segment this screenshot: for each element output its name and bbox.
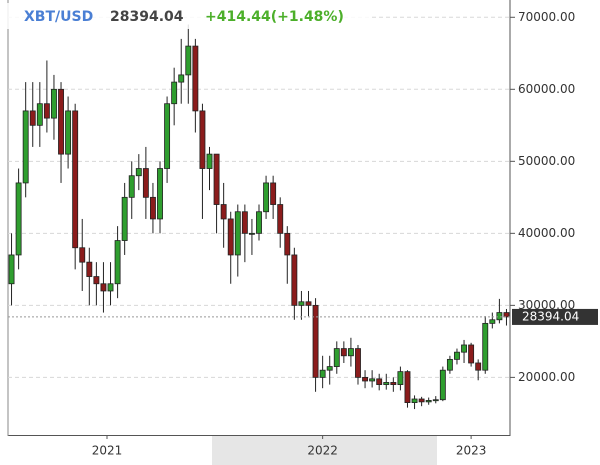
y-tick-label: 50000.00 xyxy=(518,154,575,168)
candle-body xyxy=(340,348,347,357)
candle-body xyxy=(58,88,64,155)
candle-body xyxy=(100,283,107,292)
y-tick-label: 70000.00 xyxy=(518,10,575,24)
candle-body xyxy=(234,211,241,256)
candle-body xyxy=(135,168,142,177)
candle-body xyxy=(171,81,178,105)
candle-body xyxy=(213,153,220,205)
x-tick-label: 2022 xyxy=(307,444,338,458)
candle-body xyxy=(376,378,383,385)
y-tick-label: 20000.00 xyxy=(518,370,575,384)
candle-body xyxy=(36,103,43,126)
candle-body xyxy=(439,369,446,401)
candle-body xyxy=(390,382,397,385)
candle-body xyxy=(93,276,100,285)
axis-band xyxy=(212,436,437,465)
y-tick-label: 30000.00 xyxy=(518,298,575,312)
candle-body xyxy=(22,110,29,184)
candle-body xyxy=(284,232,291,256)
candle-body xyxy=(51,88,57,119)
last-price-label: 28394.04 xyxy=(522,309,579,323)
x-tick-label: 2023 xyxy=(456,444,487,458)
candle-body xyxy=(178,74,185,83)
candle-body xyxy=(15,182,22,256)
candle-body xyxy=(411,398,418,403)
candle-body xyxy=(482,322,489,371)
candle-body xyxy=(369,378,376,382)
candle-body xyxy=(496,312,503,321)
candle-body xyxy=(241,211,248,234)
plot-area xyxy=(0,0,510,435)
y-tick-label: 40000.00 xyxy=(518,226,575,240)
candle-body xyxy=(142,168,149,198)
last-price: 28394.04 xyxy=(110,9,184,25)
candle-body xyxy=(164,103,171,169)
candle-body xyxy=(277,204,284,234)
candle-body xyxy=(72,110,79,249)
candle-body xyxy=(461,344,467,353)
candle-body xyxy=(185,45,192,76)
candle-body xyxy=(121,196,128,241)
candle-body xyxy=(291,254,298,306)
candle-body xyxy=(418,398,425,403)
price-change: +414.44(+1.48%) xyxy=(205,9,344,25)
candle-body xyxy=(114,240,121,285)
y-tick-label: 60000.00 xyxy=(518,82,575,96)
candle-body xyxy=(227,218,234,256)
candle-body xyxy=(432,399,439,402)
candle-body xyxy=(298,301,305,306)
candle-body xyxy=(79,247,86,263)
candle-body xyxy=(220,204,227,220)
candle-body xyxy=(383,382,390,385)
marks xyxy=(8,16,510,410)
candle-body xyxy=(503,312,510,318)
candle-body xyxy=(355,348,361,378)
candle-body xyxy=(326,366,333,371)
candle-body xyxy=(149,196,156,220)
candle-body xyxy=(404,371,411,403)
candle-body xyxy=(397,371,404,385)
candle-body xyxy=(248,232,255,235)
last-price-box xyxy=(512,308,598,325)
candle-body xyxy=(107,283,114,292)
candle-body xyxy=(475,362,482,371)
candle-body xyxy=(65,110,72,155)
candle-body xyxy=(446,358,453,371)
candle-body xyxy=(454,351,460,360)
candle-body xyxy=(333,348,340,367)
candle-body xyxy=(29,110,36,126)
symbol: XBT/USD xyxy=(24,9,93,25)
candle-body xyxy=(270,182,277,205)
candle-body xyxy=(489,319,496,324)
candle-body xyxy=(263,182,270,213)
candle-body xyxy=(468,344,475,364)
candle-body xyxy=(347,348,354,357)
candle-body xyxy=(206,153,213,169)
candle-body xyxy=(199,110,206,169)
candle-body xyxy=(192,45,199,112)
candle-body xyxy=(256,211,262,234)
candle-body xyxy=(8,254,15,285)
header-bg xyxy=(4,3,370,29)
candle-body xyxy=(319,369,326,378)
candle-body xyxy=(425,400,432,403)
candle-body xyxy=(362,376,369,382)
candle-body xyxy=(128,175,135,198)
candle-body xyxy=(312,304,319,378)
candle-body xyxy=(43,103,50,119)
candle-body xyxy=(157,168,163,220)
candle-body xyxy=(86,261,93,277)
candle-body xyxy=(305,301,312,306)
x-tick-label: 2021 xyxy=(92,444,123,458)
